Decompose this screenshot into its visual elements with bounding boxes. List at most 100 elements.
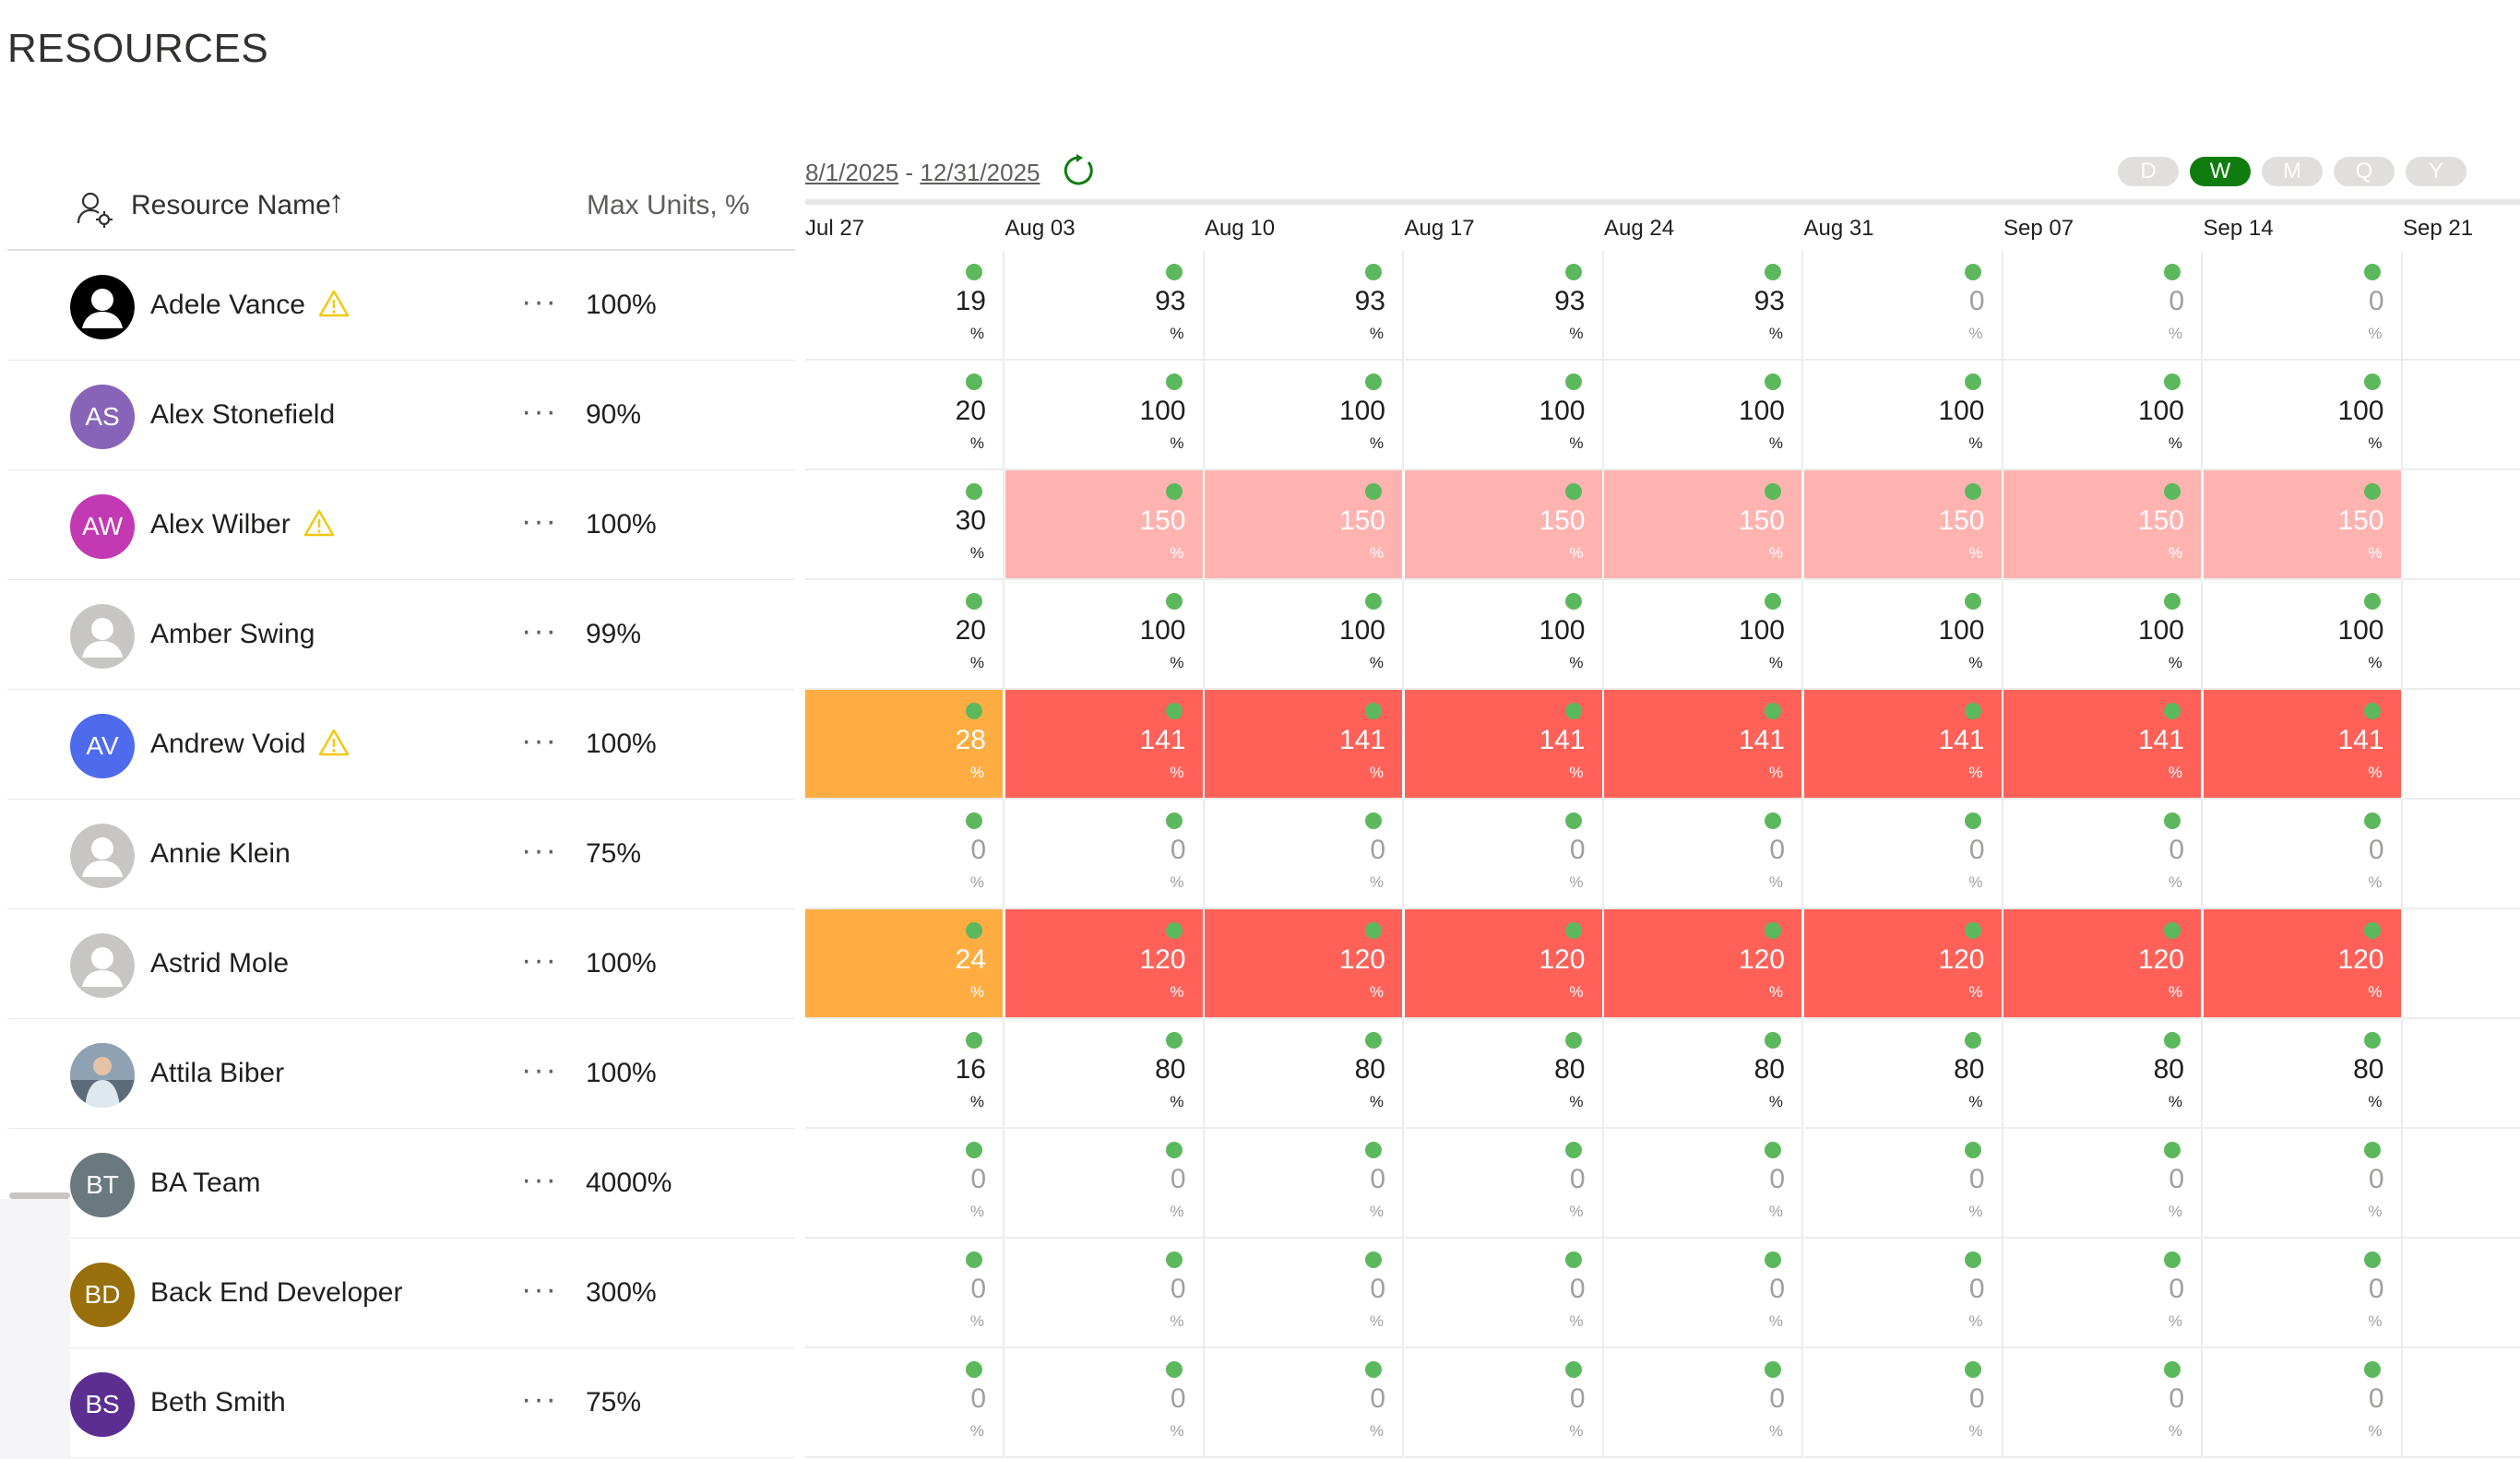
resource-name[interactable]: Astrid Mole xyxy=(150,948,289,979)
utilization-cell[interactable]: 20% xyxy=(805,361,1004,470)
utilization-cell[interactable]: 0% xyxy=(1004,1348,1205,1458)
utilization-cell[interactable]: 0% xyxy=(1404,1348,1604,1458)
utilization-cell[interactable] xyxy=(2403,470,2520,580)
horizontal-scrollbar-thumb[interactable] xyxy=(9,1192,70,1199)
resource-settings-icon[interactable] xyxy=(76,190,114,229)
utilization-cell[interactable]: 120% xyxy=(2203,909,2403,1019)
utilization-cell[interactable] xyxy=(2403,251,2520,361)
scale-button-q[interactable]: Q xyxy=(2334,157,2395,186)
resource-name[interactable]: Alex Wilber xyxy=(150,509,335,540)
utilization-cell[interactable]: 0% xyxy=(1604,1129,1803,1239)
utilization-cell[interactable]: 0% xyxy=(2003,800,2203,909)
utilization-cell[interactable]: 0% xyxy=(1205,1129,1404,1239)
utilization-cell[interactable]: 93% xyxy=(1205,251,1404,361)
utilization-cell[interactable]: 0% xyxy=(1604,800,1803,909)
utilization-cell[interactable]: 150% xyxy=(2003,470,2203,580)
utilization-cell[interactable]: 100% xyxy=(1604,361,1803,470)
utilization-cell[interactable]: 100% xyxy=(2003,361,2203,470)
utilization-cell[interactable]: 30% xyxy=(805,470,1004,580)
utilization-cell[interactable]: 120% xyxy=(1404,909,1604,1019)
utilization-cell[interactable]: 0% xyxy=(1205,800,1404,909)
utilization-cell[interactable]: 0% xyxy=(805,1348,1004,1458)
more-options-icon[interactable]: ··· xyxy=(521,1382,558,1417)
column-header-max-units[interactable]: Max Units, % xyxy=(587,190,750,220)
utilization-cell[interactable]: 0% xyxy=(2203,251,2403,361)
resource-row[interactable]: Attila Biber ··· 100% xyxy=(7,1019,795,1129)
utilization-cell[interactable] xyxy=(2403,1348,2520,1458)
more-options-icon[interactable]: ··· xyxy=(521,284,558,319)
more-options-icon[interactable]: ··· xyxy=(521,504,558,539)
utilization-cell[interactable]: 80% xyxy=(1803,1019,2003,1129)
utilization-cell[interactable]: 0% xyxy=(1004,1239,1205,1348)
utilization-cell[interactable] xyxy=(2403,1019,2520,1129)
utilization-cell[interactable]: 0% xyxy=(1803,1348,2003,1458)
utilization-cell[interactable]: 93% xyxy=(1404,251,1604,361)
resource-name[interactable]: Beth Smith xyxy=(150,1387,286,1418)
utilization-cell[interactable]: 80% xyxy=(1604,1019,1803,1129)
start-date-link[interactable]: 8/1/2025 xyxy=(805,159,899,186)
resource-row[interactable]: Adele Vance ··· 100% xyxy=(7,251,795,361)
utilization-cell[interactable]: 0% xyxy=(1404,1239,1604,1348)
resource-row[interactable]: BD Back End Developer ··· 300% xyxy=(7,1239,795,1348)
resource-name[interactable]: Amber Swing xyxy=(150,619,315,650)
utilization-cell[interactable] xyxy=(2403,1129,2520,1239)
utilization-cell[interactable]: 100% xyxy=(1604,580,1803,690)
utilization-cell[interactable]: 141% xyxy=(1604,690,1803,800)
utilization-cell[interactable]: 0% xyxy=(2003,1129,2203,1239)
utilization-cell[interactable]: 0% xyxy=(1004,1129,1205,1239)
utilization-cell[interactable]: 141% xyxy=(1205,690,1404,800)
resource-row[interactable]: BT BA Team ··· 4000% xyxy=(7,1129,795,1239)
utilization-cell[interactable]: 0% xyxy=(1803,251,2003,361)
utilization-cell[interactable]: 0% xyxy=(2203,1129,2403,1239)
more-options-icon[interactable]: ··· xyxy=(521,394,558,429)
utilization-cell[interactable]: 93% xyxy=(1004,251,1205,361)
utilization-cell[interactable]: 141% xyxy=(1004,690,1205,800)
more-options-icon[interactable]: ··· xyxy=(521,943,558,978)
utilization-cell[interactable]: 80% xyxy=(2003,1019,2203,1129)
utilization-cell[interactable]: 0% xyxy=(1404,800,1604,909)
resource-name[interactable]: Annie Klein xyxy=(150,838,291,870)
utilization-cell[interactable]: 141% xyxy=(1803,690,2003,800)
warning-icon[interactable] xyxy=(318,729,350,756)
resource-row[interactable]: AW Alex Wilber ··· 100% xyxy=(7,470,795,580)
utilization-cell[interactable]: 20% xyxy=(805,580,1004,690)
resource-row[interactable]: BS Beth Smith ··· 75% xyxy=(7,1348,795,1458)
utilization-cell[interactable]: 100% xyxy=(1803,580,2003,690)
utilization-cell[interactable]: 0% xyxy=(1803,800,2003,909)
sort-ascending-icon[interactable]: ↑ xyxy=(328,184,344,219)
resource-name[interactable]: Adele Vance xyxy=(150,290,350,321)
resource-row[interactable]: Amber Swing ··· 99% xyxy=(7,580,795,690)
utilization-cell[interactable]: 141% xyxy=(2003,690,2203,800)
utilization-cell[interactable]: 0% xyxy=(2203,1239,2403,1348)
utilization-cell[interactable]: 0% xyxy=(1205,1239,1404,1348)
utilization-cell[interactable] xyxy=(2403,580,2520,690)
utilization-cell[interactable]: 150% xyxy=(1404,470,1604,580)
utilization-cell[interactable]: 0% xyxy=(1604,1239,1803,1348)
utilization-cell[interactable]: 100% xyxy=(2003,580,2203,690)
utilization-cell[interactable]: 0% xyxy=(2203,1348,2403,1458)
utilization-cell[interactable]: 100% xyxy=(1205,580,1404,690)
scale-button-d[interactable]: D xyxy=(2118,157,2179,186)
resource-name[interactable]: Alex Stonefield xyxy=(150,399,335,431)
utilization-cell[interactable]: 16% xyxy=(805,1019,1004,1129)
more-options-icon[interactable]: ··· xyxy=(521,613,558,648)
utilization-cell[interactable]: 150% xyxy=(1205,470,1404,580)
refresh-icon[interactable] xyxy=(1061,153,1096,188)
utilization-cell[interactable]: 120% xyxy=(1604,909,1803,1019)
more-options-icon[interactable]: ··· xyxy=(521,833,558,868)
utilization-cell[interactable] xyxy=(2403,690,2520,800)
resource-name[interactable]: Back End Developer xyxy=(150,1277,403,1309)
utilization-cell[interactable]: 120% xyxy=(1205,909,1404,1019)
end-date-link[interactable]: 12/31/2025 xyxy=(920,159,1040,186)
resource-name[interactable]: Attila Biber xyxy=(150,1058,284,1089)
utilization-cell[interactable]: 80% xyxy=(1205,1019,1404,1129)
column-header-resource-name[interactable]: Resource Name xyxy=(131,190,331,220)
utilization-cell[interactable]: 120% xyxy=(1004,909,1205,1019)
utilization-cell[interactable] xyxy=(2403,800,2520,909)
utilization-cell[interactable]: 80% xyxy=(1404,1019,1604,1129)
resource-name[interactable]: BA Team xyxy=(150,1168,261,1199)
scale-button-m[interactable]: M xyxy=(2262,157,2323,186)
utilization-cell[interactable]: 0% xyxy=(805,1239,1004,1348)
more-options-icon[interactable]: ··· xyxy=(521,1052,558,1087)
utilization-cell[interactable] xyxy=(2403,361,2520,470)
